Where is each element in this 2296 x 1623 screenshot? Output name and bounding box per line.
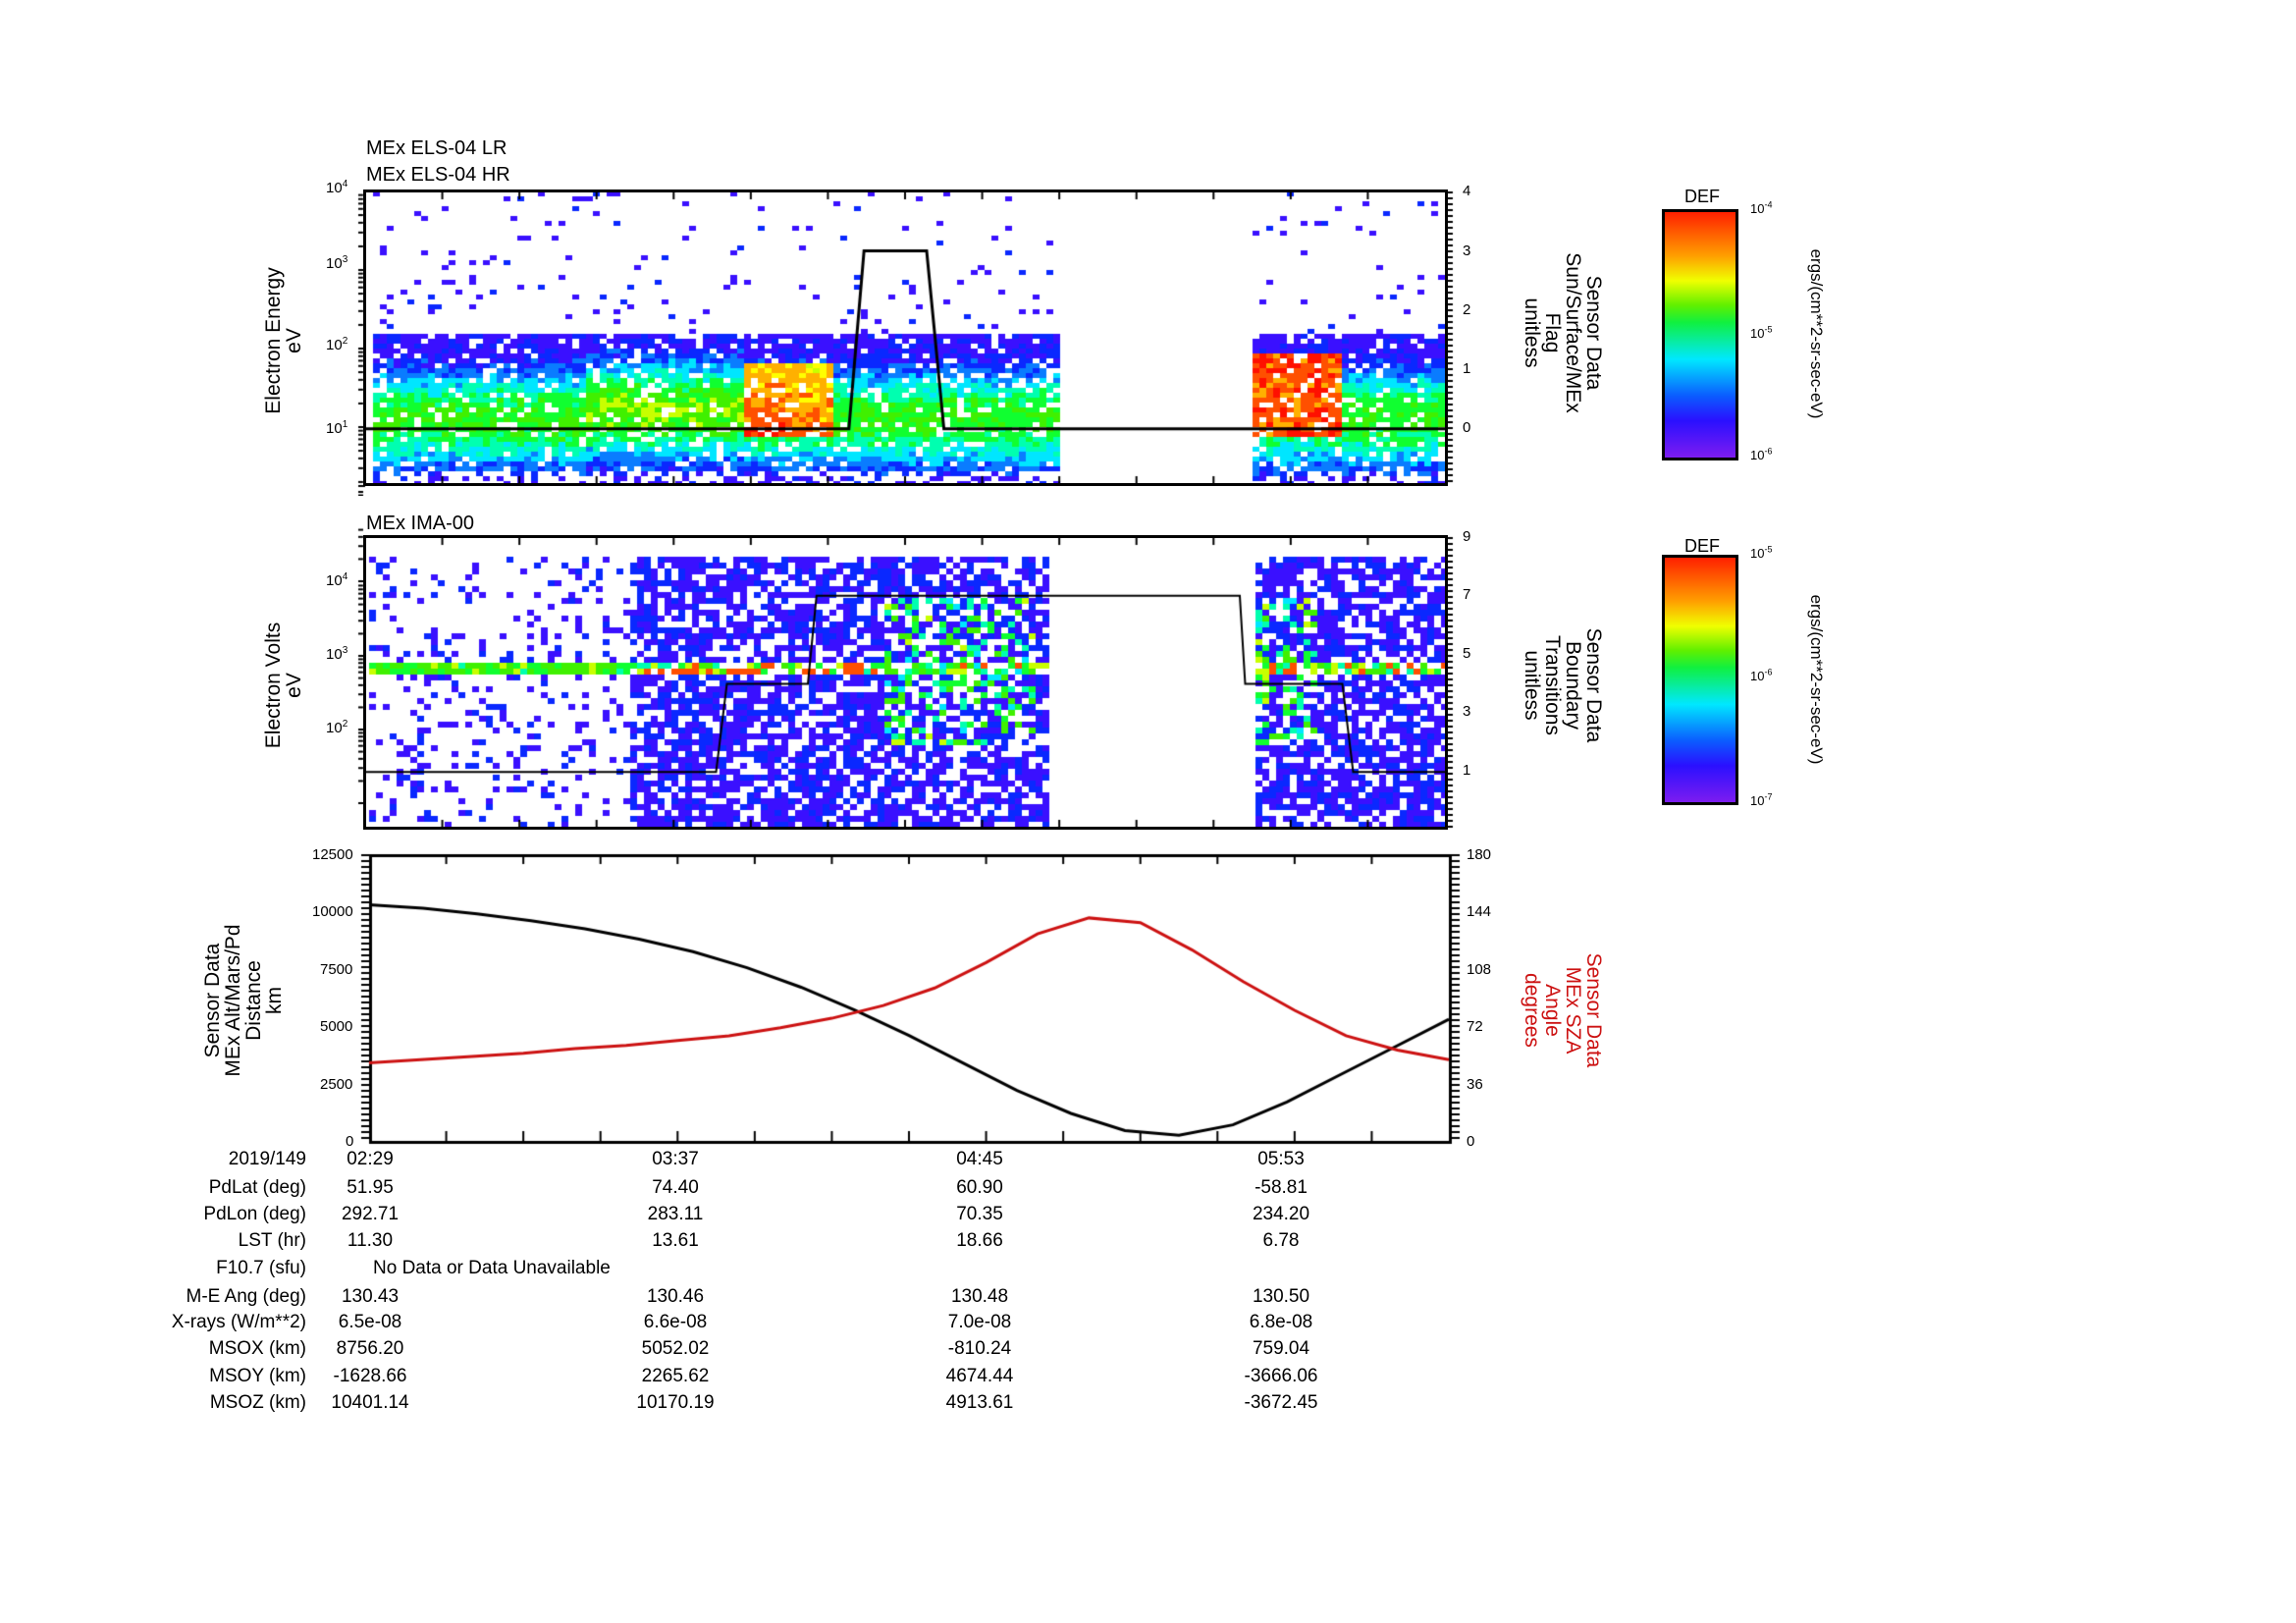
row-pdlon-v2: 70.35 xyxy=(956,1204,1003,1224)
els-title-hr: MEx ELS-04 HR xyxy=(366,164,510,186)
els-right-label: Sensor Data Sun/Surface/MEx Flag unitles… xyxy=(1521,252,1605,413)
row-msox-v3: 759.04 xyxy=(1252,1338,1310,1359)
ima-rtick-9: 9 xyxy=(1463,528,1471,545)
row-meang-v2: 130.48 xyxy=(950,1286,1009,1307)
row-lst-v1: 13.61 xyxy=(652,1230,699,1251)
time-label-1: 03:37 xyxy=(652,1149,699,1169)
els-colorbar-units: ergs/(cm**2-sr-sec-eV) xyxy=(1807,248,1826,419)
row-msoz-label: MSOZ (km) xyxy=(209,1392,306,1413)
orbit-rtick-108: 108 xyxy=(1467,961,1492,978)
ima-cbar-tick-min: 10-7 xyxy=(1750,791,1773,808)
row-msox-label: MSOX (km) xyxy=(208,1338,306,1359)
row-xrays-v3: 6.8e-08 xyxy=(1249,1312,1313,1332)
orbit-ylabel: Sensor Data MEx Alt/Mars/Pd Distance km xyxy=(201,924,286,1077)
orbit-rtick-72: 72 xyxy=(1467,1018,1483,1035)
els-cbar-tick-mid: 10-5 xyxy=(1750,324,1773,341)
time-label-0: 02:29 xyxy=(347,1149,394,1169)
row-pdlat-label: PdLat (deg) xyxy=(208,1177,306,1198)
els-cbar-tick-min: 10-6 xyxy=(1750,446,1773,462)
ima-ytick-1e3: 103 xyxy=(326,645,348,664)
time-label-2: 04:45 xyxy=(956,1149,1003,1169)
ima-colorbar-title: DEF xyxy=(1684,536,1720,556)
orbit-rtick-0: 0 xyxy=(1467,1133,1475,1150)
orbit-ytick-0: 0 xyxy=(346,1133,354,1150)
els-axis-ticks xyxy=(334,182,1492,496)
ima-rtick-5: 5 xyxy=(1463,645,1471,662)
row-msoy-v3: -3666.06 xyxy=(1244,1366,1318,1386)
orbit-rtick-180: 180 xyxy=(1467,846,1492,863)
els-rtick-2: 2 xyxy=(1463,301,1471,318)
row-msoy-v1: 2265.62 xyxy=(641,1366,710,1386)
row-msoz-v1: 10170.19 xyxy=(636,1392,715,1413)
row-pdlat-v1: 74.40 xyxy=(652,1177,699,1198)
orbit-line-chart xyxy=(334,844,1492,1159)
row-f107-label: F10.7 (sfu) xyxy=(216,1258,306,1278)
row-lst-v3: 6.78 xyxy=(1262,1230,1300,1251)
row-pdlon-v1: 283.11 xyxy=(647,1204,704,1224)
row-meang-v3: 130.50 xyxy=(1252,1286,1310,1307)
row-lst-v2: 18.66 xyxy=(956,1230,1003,1251)
ima-axis-ticks xyxy=(334,527,1492,841)
date-label: 2019/149 xyxy=(228,1149,306,1169)
els-ytick-1e3: 103 xyxy=(326,254,348,273)
ima-colorbar-units: ergs/(cm**2-sr-sec-eV) xyxy=(1807,594,1826,765)
row-pdlat-v3: -58.81 xyxy=(1255,1177,1308,1198)
els-colorbar xyxy=(1662,209,1738,460)
ima-cbar-tick-mid: 10-6 xyxy=(1750,667,1773,683)
ima-rtick-1: 1 xyxy=(1463,762,1471,779)
els-title-lr: MEx ELS-04 LR xyxy=(366,137,507,159)
row-msoy-v0: -1628.66 xyxy=(333,1366,407,1386)
els-ytick-1e2: 102 xyxy=(326,336,348,354)
row-meang-v1: 130.46 xyxy=(646,1286,705,1307)
els-rtick-3: 3 xyxy=(1463,243,1471,259)
orbit-ytick-5000: 5000 xyxy=(320,1018,353,1035)
row-meang-label: M-E Ang (deg) xyxy=(186,1286,307,1307)
ima-colorbar xyxy=(1662,555,1738,805)
row-pdlat-v2: 60.90 xyxy=(956,1177,1003,1198)
els-colorbar-title: DEF xyxy=(1684,187,1720,206)
els-cbar-tick-max: 10-4 xyxy=(1750,199,1773,216)
ima-ytick-1e4: 104 xyxy=(326,571,348,590)
row-msoy-v2: 4674.44 xyxy=(945,1366,1014,1386)
els-ytick-1e1: 101 xyxy=(326,419,348,438)
ima-ytick-1e2: 102 xyxy=(326,719,348,737)
els-rtick-4: 4 xyxy=(1463,183,1471,199)
row-msoz-v2: 4913.61 xyxy=(945,1392,1014,1413)
row-msoz-v3: -3672.45 xyxy=(1244,1392,1318,1413)
row-msox-v1: 5052.02 xyxy=(641,1338,710,1359)
orbit-right-label: Sensor Data MEx SZA Angle degrees xyxy=(1521,952,1605,1068)
row-msox-v2: -810.24 xyxy=(947,1338,1012,1359)
orbit-rtick-144: 144 xyxy=(1467,903,1492,920)
row-meang-v0: 130.43 xyxy=(341,1286,400,1307)
els-rtick-0: 0 xyxy=(1463,419,1471,436)
row-xrays-v1: 6.6e-08 xyxy=(643,1312,708,1332)
row-lst-v0: 11.30 xyxy=(347,1230,394,1251)
ima-cbar-tick-max: 10-5 xyxy=(1750,544,1773,561)
ima-right-label: Sensor Data Boundary Transitions unitles… xyxy=(1521,627,1605,743)
els-ylabel: Electron Energy eV xyxy=(262,267,305,414)
time-label-3: 05:53 xyxy=(1257,1149,1305,1169)
row-msoy-label: MSOY (km) xyxy=(209,1366,306,1386)
row-xrays-v0: 6.5e-08 xyxy=(338,1312,402,1332)
orbit-rtick-36: 36 xyxy=(1467,1076,1483,1093)
row-pdlon-label: PdLon (deg) xyxy=(203,1204,306,1224)
ima-rtick-7: 7 xyxy=(1463,586,1471,603)
row-lst-label: LST (hr) xyxy=(238,1230,306,1251)
row-f107-note: No Data or Data Unavailable xyxy=(373,1258,611,1278)
row-pdlon-v3: 234.20 xyxy=(1252,1204,1310,1224)
orbit-ytick-10000: 10000 xyxy=(312,903,353,920)
orbit-ytick-12500: 12500 xyxy=(312,846,353,863)
row-pdlon-v0: 292.71 xyxy=(341,1204,400,1224)
row-xrays-v2: 7.0e-08 xyxy=(947,1312,1012,1332)
row-msox-v0: 8756.20 xyxy=(336,1338,404,1359)
row-msoz-v0: 10401.14 xyxy=(331,1392,409,1413)
orbit-ytick-2500: 2500 xyxy=(320,1076,353,1093)
els-ytick-1e4: 104 xyxy=(326,179,348,197)
ima-ylabel: Electron Volts eV xyxy=(262,622,305,749)
els-rtick-1: 1 xyxy=(1463,360,1471,377)
row-pdlat-v0: 51.95 xyxy=(347,1177,394,1198)
orbit-ytick-7500: 7500 xyxy=(320,961,353,978)
ima-rtick-3: 3 xyxy=(1463,703,1471,720)
row-xrays-label: X-rays (W/m**2) xyxy=(171,1312,306,1332)
